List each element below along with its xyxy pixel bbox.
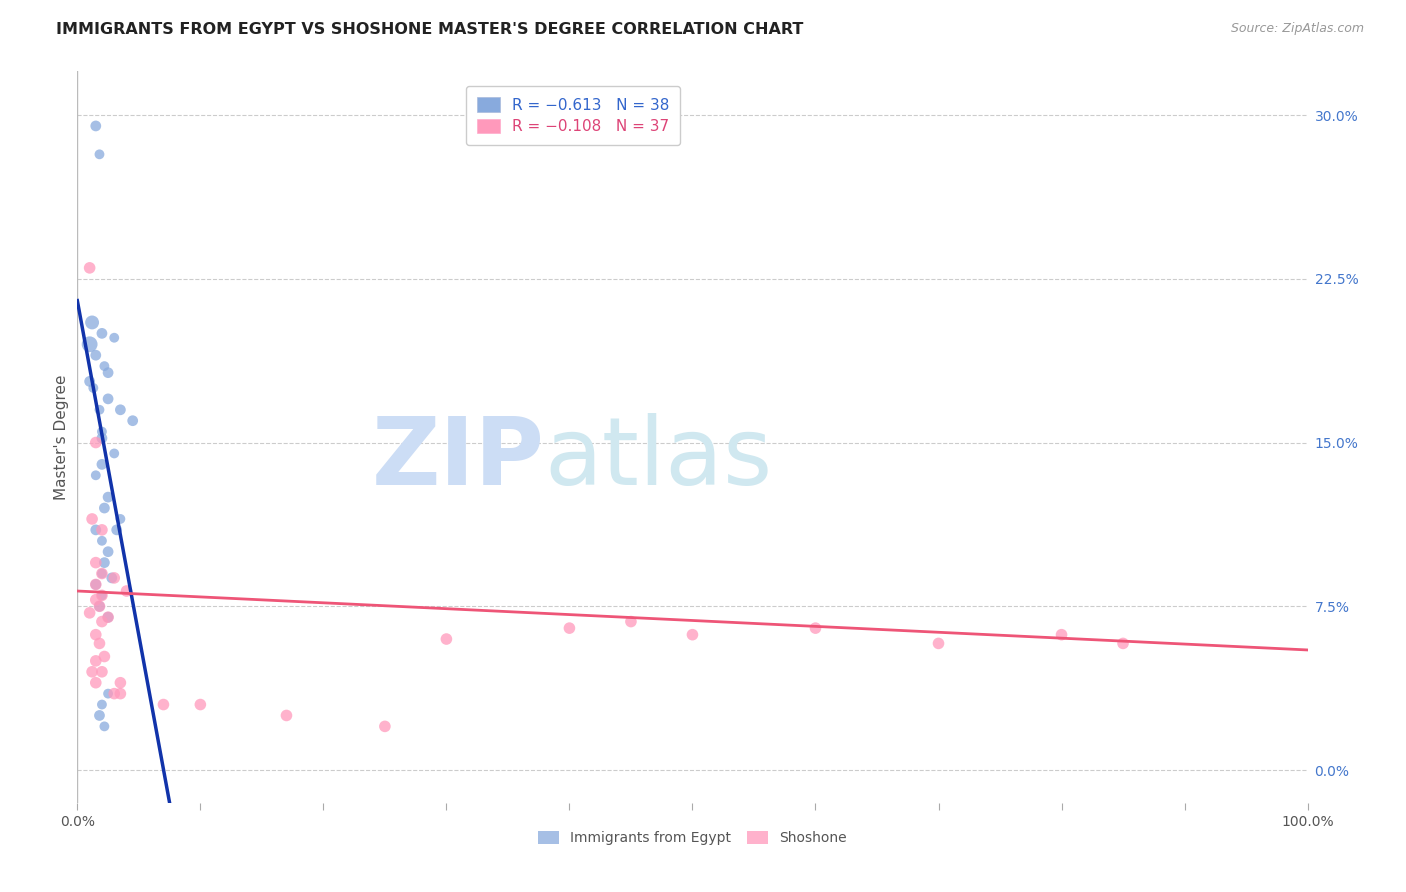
Point <box>188 698 212 712</box>
Point <box>276 708 298 723</box>
Point <box>84 577 107 591</box>
Point <box>84 654 107 668</box>
Point <box>79 375 101 389</box>
Point <box>103 571 125 585</box>
Legend: Immigrants from Egypt, Shoshone: Immigrants from Egypt, Shoshone <box>533 826 852 851</box>
Point <box>110 402 132 417</box>
Point <box>1050 628 1073 642</box>
Point <box>90 458 114 472</box>
Point <box>90 698 114 712</box>
Point <box>90 566 114 581</box>
Point <box>97 490 120 504</box>
Point <box>84 119 107 133</box>
Point <box>97 610 120 624</box>
Point <box>90 588 114 602</box>
Point <box>82 665 104 679</box>
Point <box>89 636 111 650</box>
Y-axis label: Master's Degree: Master's Degree <box>53 375 69 500</box>
Text: ZIP: ZIP <box>373 413 546 505</box>
Point <box>928 636 950 650</box>
Point <box>93 501 115 516</box>
Point <box>620 615 643 629</box>
Point <box>90 523 114 537</box>
Point <box>89 599 111 614</box>
Point <box>103 331 125 345</box>
Point <box>84 435 107 450</box>
Point <box>110 675 132 690</box>
Point <box>110 687 132 701</box>
Point <box>90 326 114 341</box>
Point <box>90 566 114 581</box>
Point <box>79 606 101 620</box>
Point <box>1112 636 1135 650</box>
Point <box>93 719 115 733</box>
Point <box>436 632 458 646</box>
Point <box>84 348 107 362</box>
Point <box>97 366 120 380</box>
Point <box>101 571 124 585</box>
Point <box>89 708 111 723</box>
Point <box>84 468 107 483</box>
Point <box>82 381 104 395</box>
Point <box>89 599 111 614</box>
Point <box>84 675 107 690</box>
Point <box>90 588 114 602</box>
Point <box>90 425 114 439</box>
Point <box>152 698 174 712</box>
Point <box>90 665 114 679</box>
Point <box>682 628 704 642</box>
Point <box>84 556 107 570</box>
Point <box>79 260 101 275</box>
Point <box>115 584 138 599</box>
Point <box>84 577 107 591</box>
Point <box>79 337 101 351</box>
Point <box>121 414 143 428</box>
Point <box>84 628 107 642</box>
Point <box>93 649 115 664</box>
Text: Source: ZipAtlas.com: Source: ZipAtlas.com <box>1230 22 1364 36</box>
Point <box>105 523 128 537</box>
Text: atlas: atlas <box>546 413 773 505</box>
Point <box>374 719 396 733</box>
Point <box>89 402 111 417</box>
Point <box>84 592 107 607</box>
Point <box>110 512 132 526</box>
Point <box>90 431 114 445</box>
Point <box>97 392 120 406</box>
Point <box>84 523 107 537</box>
Point <box>103 687 125 701</box>
Point <box>89 147 111 161</box>
Point <box>93 359 115 373</box>
Point <box>93 556 115 570</box>
Point <box>97 610 120 624</box>
Point <box>804 621 827 635</box>
Point <box>97 687 120 701</box>
Point <box>97 545 120 559</box>
Point <box>103 446 125 460</box>
Point <box>90 533 114 548</box>
Point <box>82 512 104 526</box>
Point <box>558 621 581 635</box>
Text: IMMIGRANTS FROM EGYPT VS SHOSHONE MASTER'S DEGREE CORRELATION CHART: IMMIGRANTS FROM EGYPT VS SHOSHONE MASTER… <box>56 22 804 37</box>
Point <box>82 315 104 329</box>
Point <box>90 615 114 629</box>
